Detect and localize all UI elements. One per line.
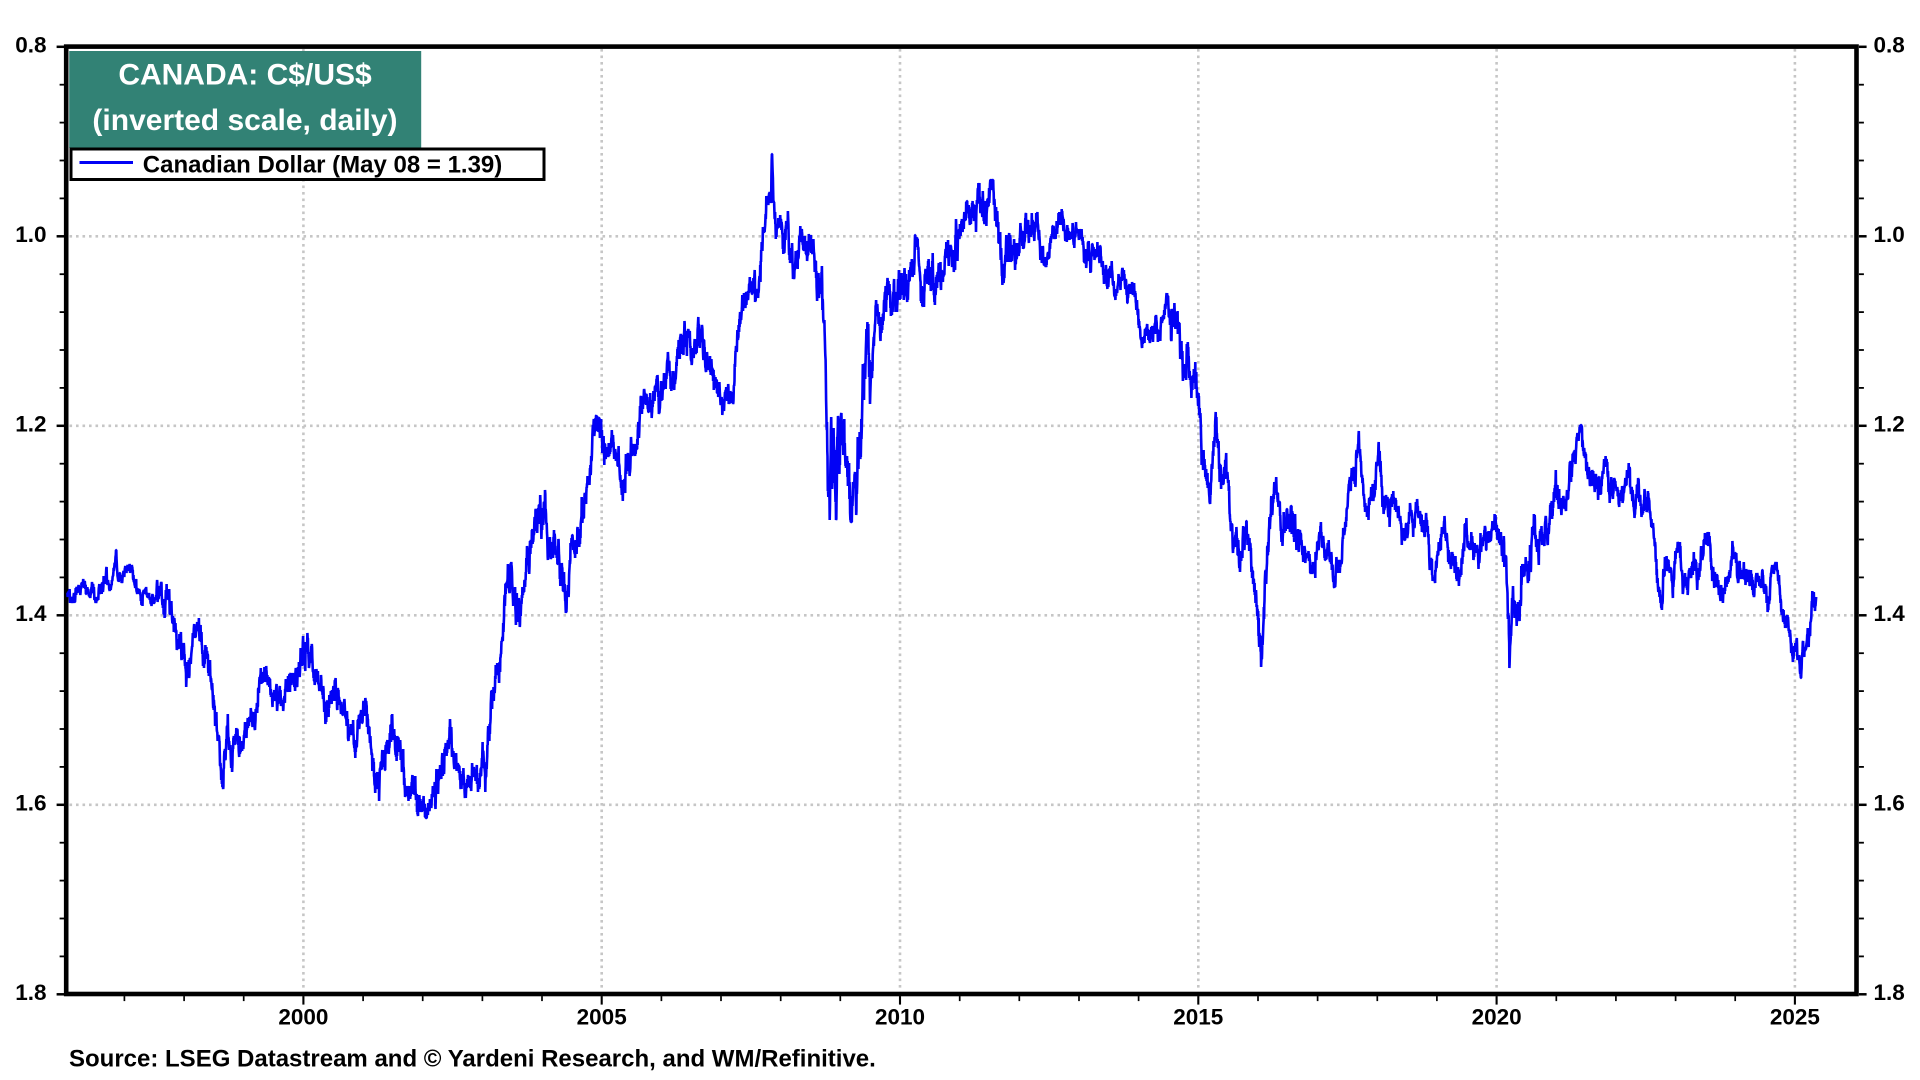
svg-text:1.4: 1.4 (15, 601, 47, 626)
svg-text:2000: 2000 (278, 1005, 328, 1030)
svg-text:1.4: 1.4 (1874, 601, 1906, 626)
svg-text:1.8: 1.8 (1874, 980, 1905, 1005)
svg-text:0.8: 0.8 (15, 33, 46, 58)
svg-text:1.0: 1.0 (1874, 222, 1905, 247)
svg-text:1.6: 1.6 (1874, 791, 1905, 816)
svg-text:Canadian Dollar (May 08 = 1.39: Canadian Dollar (May 08 = 1.39) (143, 151, 502, 178)
svg-text:(inverted scale, daily): (inverted scale, daily) (92, 104, 397, 137)
svg-text:1.0: 1.0 (15, 222, 46, 247)
svg-text:2020: 2020 (1472, 1005, 1522, 1030)
svg-text:2015: 2015 (1173, 1005, 1223, 1030)
svg-text:1.2: 1.2 (15, 412, 46, 437)
svg-text:2005: 2005 (577, 1005, 627, 1030)
svg-text:2025: 2025 (1770, 1005, 1820, 1030)
svg-text:2010: 2010 (875, 1005, 925, 1030)
svg-text:1.2: 1.2 (1874, 412, 1905, 437)
svg-text:1.6: 1.6 (15, 791, 46, 816)
svg-text:CANADA: C$/US$: CANADA: C$/US$ (118, 59, 372, 92)
svg-text:0.8: 0.8 (1874, 33, 1905, 58)
svg-text:1.8: 1.8 (15, 980, 46, 1005)
svg-text:Source: LSEG Datastream and ©: Source: LSEG Datastream and © Yardeni Re… (69, 1046, 876, 1073)
